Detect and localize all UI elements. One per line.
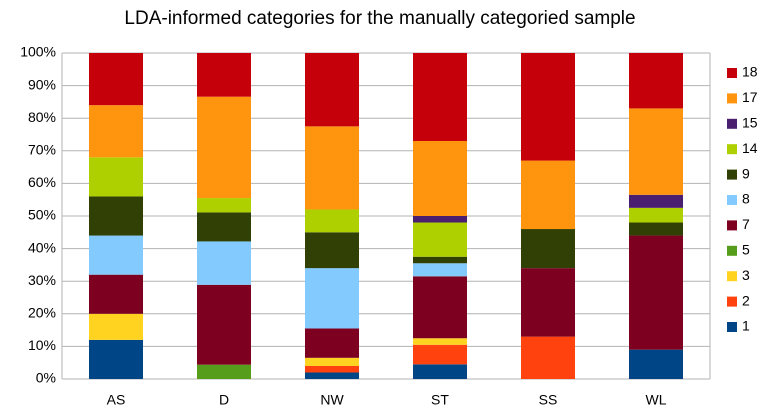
y-tick-label: 30% bbox=[28, 272, 56, 288]
bar-segment bbox=[413, 338, 467, 345]
bar-segment bbox=[197, 284, 251, 365]
bar-segment bbox=[629, 108, 683, 195]
legend-label: 14 bbox=[742, 140, 758, 156]
bar-segment bbox=[197, 96, 251, 199]
bar-segment bbox=[305, 53, 359, 127]
y-tick-label: 100% bbox=[20, 44, 56, 60]
bar-segment bbox=[89, 235, 143, 275]
bar-segment bbox=[197, 198, 251, 213]
bar-segment bbox=[413, 344, 467, 365]
bar-segment bbox=[629, 349, 683, 379]
bar-segment bbox=[89, 157, 143, 197]
bar-segment bbox=[629, 235, 683, 350]
bar-segment bbox=[629, 53, 683, 109]
legend-label: 1 bbox=[742, 318, 750, 334]
legend-swatch bbox=[727, 271, 737, 282]
x-tick-label: ST bbox=[431, 392, 449, 408]
bar-segment bbox=[413, 256, 467, 264]
y-tick-label: 90% bbox=[28, 76, 56, 92]
legend-label: 3 bbox=[742, 267, 750, 283]
y-tick-label: 40% bbox=[28, 239, 56, 255]
legend-swatch bbox=[727, 118, 737, 129]
bar-segment bbox=[305, 209, 359, 233]
bar-segment bbox=[521, 336, 575, 379]
bar-segment bbox=[89, 196, 143, 236]
legend-swatch bbox=[727, 245, 737, 256]
bar-segment bbox=[305, 365, 359, 373]
bar-segment bbox=[413, 141, 467, 216]
y-tick-label: 70% bbox=[28, 142, 56, 158]
bar-segment bbox=[89, 274, 143, 314]
x-tick-label: NW bbox=[320, 392, 344, 408]
legend-label: 18 bbox=[742, 64, 758, 80]
bar-segment bbox=[197, 364, 251, 379]
bar-segment bbox=[197, 53, 251, 97]
bar-segment bbox=[305, 357, 359, 366]
legend-swatch bbox=[727, 195, 737, 205]
bar-segment bbox=[413, 263, 467, 277]
legend-swatch bbox=[727, 93, 737, 104]
bar-segment bbox=[629, 222, 683, 236]
legend-swatch bbox=[727, 296, 737, 307]
x-tick-label: AS bbox=[107, 392, 126, 408]
legend-swatch bbox=[727, 144, 737, 155]
bar-segment bbox=[197, 212, 251, 242]
bar-segment bbox=[305, 328, 359, 358]
legend-label: 9 bbox=[742, 165, 750, 181]
legend-swatch bbox=[727, 220, 737, 231]
bar-segment bbox=[521, 160, 575, 230]
legend-swatch bbox=[727, 68, 737, 78]
bar-segment bbox=[89, 105, 143, 158]
y-tick-label: 0% bbox=[36, 370, 56, 386]
bar-segment bbox=[305, 268, 359, 329]
bar-segment bbox=[413, 364, 467, 379]
bar-segment bbox=[521, 53, 575, 161]
bar-segment bbox=[629, 207, 683, 223]
bar-segment bbox=[305, 232, 359, 269]
chart-title: LDA-informed categories for the manually… bbox=[124, 8, 635, 29]
legend-label: 17 bbox=[742, 89, 758, 105]
x-tick-label: D bbox=[219, 392, 229, 408]
bar-segment bbox=[89, 53, 143, 106]
y-tick-label: 60% bbox=[28, 174, 56, 190]
legend-label: 2 bbox=[742, 292, 750, 308]
y-tick-label: 10% bbox=[28, 337, 56, 353]
bar-segment bbox=[413, 222, 467, 257]
bar-segment bbox=[629, 194, 683, 208]
y-tick-label: 80% bbox=[28, 109, 56, 125]
bar-segment bbox=[521, 268, 575, 337]
legend-label: 7 bbox=[742, 216, 750, 232]
y-tick-label: 50% bbox=[28, 207, 56, 223]
x-tick-label: WL bbox=[646, 392, 667, 408]
legend-label: 5 bbox=[742, 242, 750, 258]
legend-label: 15 bbox=[742, 115, 758, 131]
bar-segment bbox=[413, 276, 467, 339]
y-tick-label: 20% bbox=[28, 305, 56, 321]
bar-segment bbox=[89, 339, 143, 379]
legend-swatch bbox=[727, 169, 737, 180]
bar-segment bbox=[305, 372, 359, 379]
bar-segment bbox=[89, 313, 143, 340]
x-tick-label: SS bbox=[539, 392, 558, 408]
bar-segment bbox=[305, 126, 359, 210]
bar-segment bbox=[413, 53, 467, 142]
bar-segment bbox=[521, 229, 575, 269]
bar-segment bbox=[197, 241, 251, 285]
bar-segment bbox=[413, 216, 467, 223]
legend-label: 8 bbox=[742, 191, 750, 207]
legend-swatch bbox=[727, 322, 737, 332]
